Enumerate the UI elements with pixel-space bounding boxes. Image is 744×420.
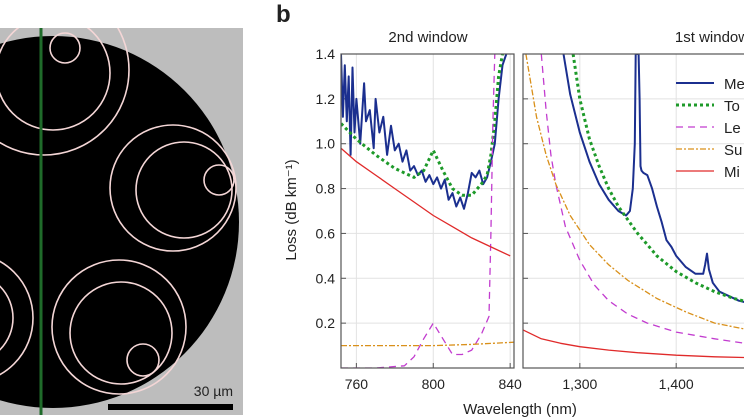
chart-panel-1st-window: 1st window Wavelength (nm) 1,3001,4001,M… <box>463 29 744 418</box>
panel-b-label: b <box>276 1 291 28</box>
capillary-outer-ring <box>109 124 237 252</box>
chart-title: 1st window <box>675 29 744 46</box>
capillary-middle-ring <box>69 281 173 385</box>
capillary-outer-ring <box>51 259 187 395</box>
chart-title: 2nd window <box>388 29 467 46</box>
legend-label-leakage: Le <box>724 120 741 137</box>
series-line-measured <box>562 54 744 303</box>
x-tick-label: 840 <box>498 376 522 392</box>
y-tick-label: 0.6 <box>316 225 336 241</box>
x-tick-label: 1,300 <box>562 376 597 392</box>
scale-bar-label: 30 µm <box>194 383 233 399</box>
capillary-inner-ring <box>126 343 160 377</box>
legend-label-microbending: Mi <box>724 164 740 181</box>
series-line-microbending <box>523 329 744 359</box>
fiber-micrograph: 30 µm <box>0 28 243 415</box>
y-tick-label: 1.0 <box>316 136 336 152</box>
series-line-total <box>571 54 744 303</box>
chart-panel-2nd-window: 2nd window Loss (dB km⁻¹) 0.2 0.4 0.6 0.8 1.… <box>283 29 522 392</box>
capillary-rings <box>0 28 237 395</box>
legend-label-surface: Su <box>724 142 742 159</box>
capillary-middle-ring <box>0 28 111 131</box>
legend-label-measured: Me <box>724 76 744 93</box>
x-tick-label: 800 <box>422 376 446 392</box>
series-line-surface <box>525 54 744 330</box>
series-line-leakage <box>540 54 744 344</box>
x-tick-label: 760 <box>345 376 369 392</box>
y-tick-label: 1.4 <box>316 46 336 62</box>
capillary-middle-ring <box>135 141 233 239</box>
y-axis-label: Loss (dB km⁻¹) <box>283 159 300 260</box>
capillary-middle-ring <box>0 285 14 351</box>
capillary-outer-ring <box>0 28 130 156</box>
capillary-inner-ring <box>203 164 235 196</box>
y-tick-label: 0.2 <box>316 315 336 331</box>
plot-frame <box>522 53 744 369</box>
legend-label-total: To <box>724 98 740 115</box>
series-line-surface <box>341 341 514 347</box>
series-line-leakage <box>341 54 496 368</box>
series-line-microbending <box>341 147 511 257</box>
plot-frame <box>340 53 515 369</box>
y-tick-label: 0.4 <box>316 270 336 286</box>
y-tick-label: 0.8 <box>316 181 336 197</box>
x-tick-label: 1,400 <box>659 376 694 392</box>
y-tick-label: 1.2 <box>316 91 336 107</box>
scale-bar <box>108 404 233 410</box>
x-axis-label: Wavelength (nm) <box>463 401 577 418</box>
capillary-outer-ring <box>0 260 34 376</box>
series-line-measured <box>341 54 508 210</box>
series-line-total <box>341 54 504 197</box>
capillary-inner-ring <box>49 32 81 64</box>
